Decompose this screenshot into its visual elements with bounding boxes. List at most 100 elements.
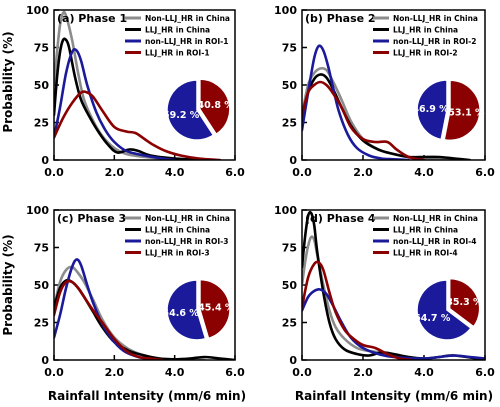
y-tick-label: 0 bbox=[41, 154, 49, 167]
panel-3: 0.0 2.0 4.0 6.0 0 25 50 75 100 (c) Phase 3 Non-LLJ… bbox=[26, 204, 245, 379]
y-tick-label: 50 bbox=[282, 79, 298, 92]
pie-label-2: 46.9 % bbox=[412, 104, 449, 115]
ylabel-bottom: Probability (%) bbox=[1, 234, 15, 335]
pie-label-2: 64.7 % bbox=[414, 313, 451, 324]
x-tick-label: 6.0 bbox=[225, 366, 245, 379]
legend-label-3: non-LLJ_HR in ROI-4 bbox=[393, 237, 477, 246]
x-tick-label: 6.0 bbox=[475, 166, 495, 179]
legend-label-1: Non-LLJ_HR in China bbox=[393, 14, 478, 23]
series-group bbox=[302, 210, 485, 360]
series-group bbox=[302, 44, 472, 160]
legend-label-2: LLJ_HR in China bbox=[145, 26, 210, 35]
pie-slice-2 bbox=[166, 79, 215, 141]
xlabel-left: Rainfall Intensity (mm/6 min) bbox=[48, 389, 246, 403]
y-tick-label: 25 bbox=[34, 117, 49, 130]
pie-chart: 35.3 % 64.7 % bbox=[414, 277, 483, 341]
pie-slice-1 bbox=[199, 278, 231, 340]
y-tick-label: 25 bbox=[282, 117, 297, 130]
y-tick-label: 25 bbox=[282, 317, 297, 330]
x-tick-label: 6.0 bbox=[225, 166, 245, 179]
pie-slice-2 bbox=[416, 279, 472, 341]
x-tick-label: 0.0 bbox=[44, 166, 64, 179]
y-tick-label: 100 bbox=[26, 4, 49, 17]
legend-label-3: non-LLJ_HR in ROI-1 bbox=[145, 37, 229, 46]
x-tick-label: 6.0 bbox=[475, 366, 495, 379]
y-tick-label: 100 bbox=[26, 204, 49, 217]
x-tick-label: 4.0 bbox=[414, 366, 434, 379]
series-line-2 bbox=[54, 37, 207, 160]
legend-label-1: Non-LLJ_HR in China bbox=[145, 14, 230, 23]
pie-chart: 53.1 %46.9 % bbox=[412, 79, 485, 142]
y-tick-label: 50 bbox=[34, 79, 50, 92]
x-tick-label: 0.0 bbox=[44, 366, 64, 379]
pie-slice-1 bbox=[443, 79, 481, 142]
pie-slice-2 bbox=[416, 79, 448, 141]
x-tick-label: 2.0 bbox=[105, 166, 125, 179]
series-line-4 bbox=[302, 260, 414, 360]
plot-frame bbox=[301, 9, 486, 161]
y-tick-label: 75 bbox=[34, 42, 49, 55]
x-tick-label: 2.0 bbox=[353, 166, 373, 179]
x-tick-label: 0.0 bbox=[292, 366, 312, 379]
pie-label-2: 54.6 % bbox=[163, 308, 200, 319]
series-line-3 bbox=[54, 47, 176, 160]
pie-label-1: 53.1 % bbox=[448, 107, 485, 118]
y-tick-label: 75 bbox=[282, 242, 297, 255]
y-tick-label: 75 bbox=[282, 42, 297, 55]
series-line-4 bbox=[54, 90, 222, 160]
y-tick-label: 25 bbox=[34, 317, 49, 330]
legend-label-3: non-LLJ_HR in ROI-2 bbox=[393, 37, 477, 46]
x-tick-label: 2.0 bbox=[353, 366, 373, 379]
pie-label-1: 45.4 % bbox=[198, 303, 235, 314]
legend-label-1: Non-LLJ_HR in China bbox=[145, 214, 230, 223]
panel-title: (c) Phase 3 bbox=[57, 212, 126, 225]
legend-label-4: LLJ_HR in ROI-3 bbox=[145, 249, 210, 258]
y-tick-label: 100 bbox=[274, 4, 297, 17]
legend-label-3: non-LLJ_HR in ROI-3 bbox=[145, 237, 229, 246]
panel-title: (a) Phase 1 bbox=[57, 12, 127, 25]
panels: 0.0 2.0 4.0 6.0 0 25 50 75 100 (a) Phase 1 Non-LLJ… bbox=[26, 4, 495, 379]
legend-label-2: LLJ_HR in China bbox=[393, 226, 458, 235]
pie-label-1: 35.3 % bbox=[446, 297, 483, 308]
panel-2: 0.0 2.0 4.0 6.0 0 25 50 75 100 (b) Phase 2 Non-LLJ… bbox=[274, 4, 495, 179]
pie-slice-1 bbox=[448, 277, 481, 328]
legend-label-4: LLJ_HR in ROI-4 bbox=[393, 249, 458, 258]
x-tick-label: 4.0 bbox=[414, 166, 434, 179]
legend-label-4: LLJ_HR in ROI-2 bbox=[393, 49, 458, 58]
pie-slice-1 bbox=[199, 78, 231, 136]
series-group bbox=[54, 258, 235, 360]
y-tick-label: 50 bbox=[282, 279, 298, 292]
plot-frame bbox=[53, 209, 236, 361]
pie-chart: 40.8 %59.2 % bbox=[163, 78, 235, 141]
ylabel-top: Probability (%) bbox=[1, 31, 15, 132]
panel-title: (b) Phase 2 bbox=[305, 12, 376, 25]
panel-1: 0.0 2.0 4.0 6.0 0 25 50 75 100 (a) Phase 1 Non-LLJ… bbox=[26, 4, 245, 179]
series-line-4 bbox=[54, 279, 164, 360]
pie-label-2: 59.2 % bbox=[163, 110, 200, 121]
y-tick-label: 75 bbox=[34, 242, 49, 255]
x-tick-label: 0.0 bbox=[292, 166, 312, 179]
pie-slice-2 bbox=[166, 279, 207, 341]
plot-frame bbox=[53, 9, 236, 161]
y-tick-label: 100 bbox=[274, 204, 297, 217]
legend-label-2: LLJ_HR in China bbox=[393, 26, 458, 35]
legend-label-1: Non-LLJ_HR in China bbox=[393, 214, 478, 223]
panel-4: 0.0 2.0 4.0 6.0 0 25 50 75 100 (d) Phase 4 Non-LLJ… bbox=[274, 204, 495, 379]
y-tick-label: 0 bbox=[289, 154, 297, 167]
panel-title: (d) Phase 4 bbox=[305, 212, 376, 225]
xlabel-right: Rainfall Intensity (mm/6 min) bbox=[295, 389, 493, 403]
legend-label-4: LLJ_HR in ROI-1 bbox=[145, 49, 210, 58]
y-tick-label: 0 bbox=[41, 354, 49, 367]
y-tick-label: 0 bbox=[289, 354, 297, 367]
x-tick-label: 4.0 bbox=[165, 366, 185, 379]
series-line-3 bbox=[302, 288, 485, 360]
y-tick-label: 50 bbox=[34, 279, 50, 292]
pie-label-1: 40.8 % bbox=[198, 100, 235, 111]
x-tick-label: 4.0 bbox=[165, 166, 185, 179]
pie-chart: 45.4 %54.6 % bbox=[163, 278, 235, 341]
series-group bbox=[54, 10, 222, 160]
x-tick-label: 2.0 bbox=[105, 366, 125, 379]
plot-frame bbox=[301, 209, 486, 361]
series-line-4 bbox=[302, 80, 426, 160]
